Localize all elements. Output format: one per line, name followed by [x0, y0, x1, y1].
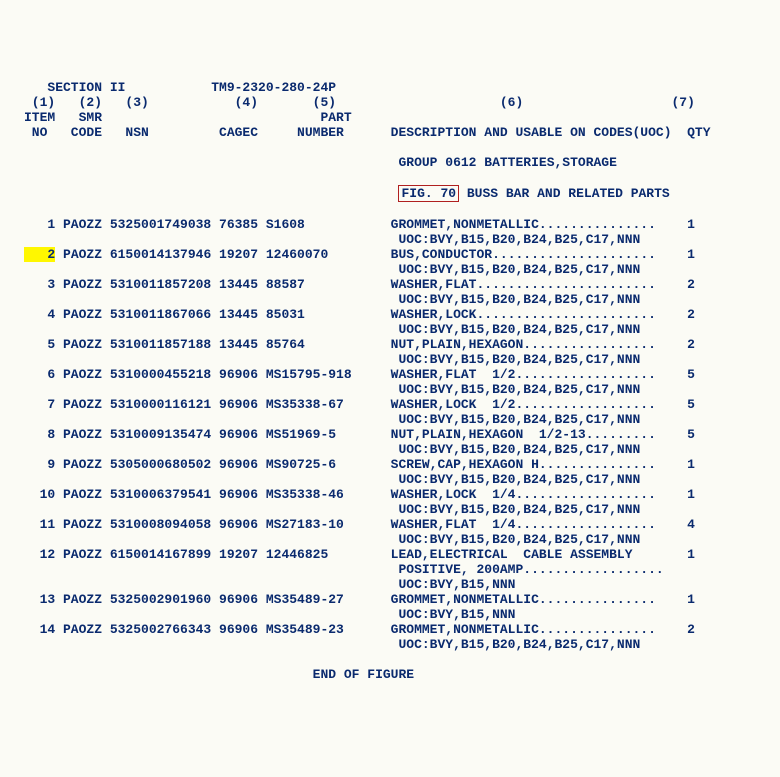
table-row: 5 PAOZZ 5310011857188 13445 85764 NUT,PL… — [24, 337, 695, 352]
table-row: 10 PAOZZ 5310006379541 96906 MS35338-46 … — [24, 487, 695, 502]
uoc-line: UOC:BVY,B15,NNN — [398, 607, 515, 622]
uoc-line: UOC:BVY,B15,B20,B24,B25,C17,NNN — [398, 532, 640, 547]
figure-title: BUSS BAR AND RELATED PARTS — [459, 186, 670, 201]
table-row: 8 PAOZZ 5310009135474 96906 MS51969-5 NU… — [24, 427, 695, 442]
table-row: 4 PAOZZ 5310011867066 13445 85031 WASHER… — [24, 307, 695, 322]
uoc-line: UOC:BVY,B15,B20,B24,B25,C17,NNN — [398, 442, 640, 457]
col-labels-2: NO CODE NSN CAGEC NUMBER DESCRIPTION AND… — [24, 125, 711, 140]
uoc-line: UOC:BVY,B15,B20,B24,B25,C17,NNN — [398, 472, 640, 487]
table-row: 11 PAOZZ 5310008094058 96906 MS27183-10 … — [24, 517, 695, 532]
table-row: 14 PAOZZ 5325002766343 96906 MS35489-23 … — [24, 622, 695, 637]
table-row: 13 PAOZZ 5325002901960 96906 MS35489-27 … — [24, 592, 695, 607]
table-row: 3 PAOZZ 5310011857208 13445 88587 WASHER… — [24, 277, 695, 292]
uoc-line: UOC:BVY,B15,B20,B24,B25,C17,NNN — [398, 502, 640, 517]
col-labels-1: ITEM SMR PART — [24, 110, 352, 125]
uoc-line: UOC:BVY,B15,B20,B24,B25,C17,NNN — [398, 262, 640, 277]
table-row: 2 PAOZZ 6150014137946 19207 12460070 BUS… — [24, 247, 695, 262]
uoc-line: UOC:BVY,B15,B20,B24,B25,C17,NNN — [398, 382, 640, 397]
uoc-line: UOC:BVY,B15,NNN — [398, 577, 515, 592]
uoc-line: UOC:BVY,B15,B20,B24,B25,C17,NNN — [398, 322, 640, 337]
uoc-line: UOC:BVY,B15,B20,B24,B25,C17,NNN — [398, 637, 640, 652]
end-of-figure: END OF FIGURE — [313, 667, 414, 682]
highlighted-item: 2 — [24, 247, 55, 262]
table-row: 7 PAOZZ 5310000116121 96906 MS35338-67 W… — [24, 397, 695, 412]
uoc-line: UOC:BVY,B15,B20,B24,B25,C17,NNN — [398, 412, 640, 427]
group-line: GROUP 0612 BATTERIES,STORAGE — [398, 155, 616, 170]
table-row: 6 PAOZZ 5310000455218 96906 MS15795-918 … — [24, 367, 695, 382]
desc-cont: POSITIVE, 200AMP.................. — [398, 562, 663, 577]
col-numbers: (1) (2) (3) (4) (5) (6) (7) — [24, 95, 695, 110]
section-label: SECTION II TM9-2320-280-24P — [24, 80, 336, 95]
uoc-line: UOC:BVY,B15,B20,B24,B25,C17,NNN — [398, 352, 640, 367]
table-row: 12 PAOZZ 6150014167899 19207 12446825 LE… — [24, 547, 695, 562]
figure-label: FIG. 70 — [398, 185, 459, 202]
uoc-line: UOC:BVY,B15,B20,B24,B25,C17,NNN — [398, 232, 640, 247]
parts-list-document: SECTION II TM9-2320-280-24P (1) (2) (3) … — [24, 80, 756, 682]
uoc-line: UOC:BVY,B15,B20,B24,B25,C17,NNN — [398, 292, 640, 307]
table-row: 1 PAOZZ 5325001749038 76385 S1608 GROMME… — [24, 217, 695, 232]
table-row: 9 PAOZZ 5305000680502 96906 MS90725-6 SC… — [24, 457, 695, 472]
